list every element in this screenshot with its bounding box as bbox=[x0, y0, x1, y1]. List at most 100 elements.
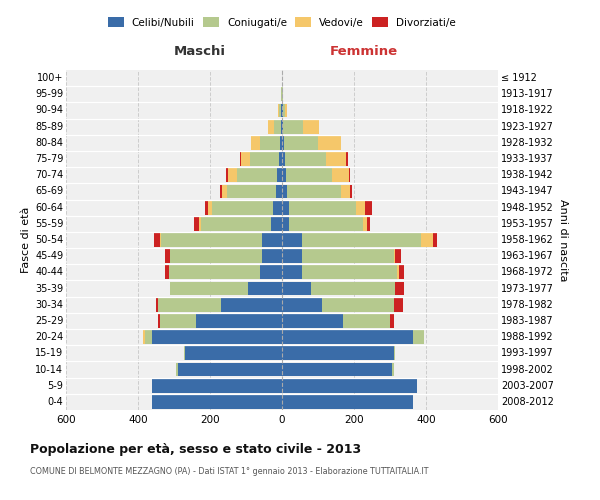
Bar bbox=[346, 152, 348, 166]
Bar bbox=[273, 200, 282, 214]
Bar bbox=[365, 200, 372, 214]
Bar bbox=[221, 298, 282, 312]
Bar bbox=[154, 233, 160, 247]
Bar bbox=[341, 184, 350, 198]
Bar bbox=[282, 88, 283, 101]
Bar bbox=[289, 200, 356, 214]
Text: Maschi: Maschi bbox=[174, 45, 226, 58]
Bar bbox=[285, 152, 326, 166]
Bar bbox=[260, 136, 280, 149]
Text: Femmine: Femmine bbox=[330, 45, 398, 58]
Bar bbox=[283, 120, 303, 134]
Bar bbox=[397, 266, 399, 280]
Bar bbox=[227, 184, 275, 198]
Bar bbox=[282, 120, 283, 134]
Bar bbox=[284, 104, 287, 118]
Bar bbox=[170, 282, 248, 296]
Bar bbox=[143, 330, 145, 344]
Bar bbox=[185, 346, 282, 360]
Bar bbox=[262, 250, 282, 263]
Bar bbox=[282, 298, 322, 312]
Bar bbox=[274, 120, 281, 134]
Bar bbox=[226, 168, 228, 182]
Bar bbox=[286, 168, 332, 182]
Bar bbox=[278, 104, 280, 118]
Y-axis label: Anni di nascita: Anni di nascita bbox=[558, 198, 568, 281]
Bar bbox=[282, 200, 289, 214]
Bar bbox=[196, 314, 282, 328]
Bar bbox=[399, 266, 404, 280]
Bar bbox=[160, 314, 196, 328]
Bar bbox=[212, 200, 273, 214]
Bar bbox=[194, 217, 199, 230]
Bar bbox=[145, 330, 152, 344]
Bar bbox=[356, 200, 365, 214]
Bar bbox=[282, 250, 302, 263]
Bar bbox=[228, 168, 237, 182]
Bar bbox=[282, 104, 283, 118]
Bar bbox=[251, 136, 260, 149]
Bar bbox=[303, 120, 319, 134]
Bar bbox=[318, 136, 341, 149]
Bar bbox=[282, 136, 284, 149]
Bar bbox=[237, 168, 277, 182]
Bar bbox=[205, 200, 208, 214]
Bar bbox=[239, 152, 241, 166]
Bar bbox=[302, 266, 397, 280]
Bar bbox=[271, 217, 282, 230]
Bar bbox=[363, 217, 367, 230]
Bar bbox=[250, 152, 279, 166]
Bar bbox=[268, 120, 274, 134]
Bar bbox=[349, 168, 350, 182]
Text: Popolazione per età, sesso e stato civile - 2013: Popolazione per età, sesso e stato civil… bbox=[30, 442, 361, 456]
Bar bbox=[275, 184, 282, 198]
Bar bbox=[282, 184, 287, 198]
Bar bbox=[311, 282, 395, 296]
Bar bbox=[394, 298, 403, 312]
Bar bbox=[161, 233, 262, 247]
Bar bbox=[394, 250, 395, 263]
Bar bbox=[170, 250, 262, 263]
Bar bbox=[152, 330, 282, 344]
Bar bbox=[282, 217, 289, 230]
Bar bbox=[282, 395, 413, 409]
Bar bbox=[289, 217, 363, 230]
Bar bbox=[343, 314, 390, 328]
Bar bbox=[152, 395, 282, 409]
Bar bbox=[282, 266, 302, 280]
Bar bbox=[394, 346, 395, 360]
Bar bbox=[184, 346, 185, 360]
Bar bbox=[262, 233, 282, 247]
Bar bbox=[395, 250, 401, 263]
Bar bbox=[282, 346, 394, 360]
Bar bbox=[287, 184, 341, 198]
Bar bbox=[158, 298, 221, 312]
Bar bbox=[220, 184, 221, 198]
Bar bbox=[241, 152, 250, 166]
Bar bbox=[176, 362, 178, 376]
Bar bbox=[281, 120, 282, 134]
Bar bbox=[282, 314, 343, 328]
Bar bbox=[208, 200, 212, 214]
Bar bbox=[248, 282, 282, 296]
Bar bbox=[156, 298, 158, 312]
Bar bbox=[392, 362, 394, 376]
Bar bbox=[282, 282, 311, 296]
Bar bbox=[280, 104, 281, 118]
Bar bbox=[282, 379, 417, 392]
Bar bbox=[260, 266, 282, 280]
Bar bbox=[413, 330, 424, 344]
Bar bbox=[158, 314, 160, 328]
Bar bbox=[395, 282, 404, 296]
Y-axis label: Fasce di età: Fasce di età bbox=[20, 207, 31, 273]
Bar bbox=[282, 168, 286, 182]
Bar bbox=[165, 266, 169, 280]
Bar bbox=[332, 168, 349, 182]
Bar bbox=[280, 136, 282, 149]
Bar bbox=[281, 104, 282, 118]
Bar bbox=[282, 330, 413, 344]
Bar bbox=[302, 233, 421, 247]
Bar bbox=[277, 168, 282, 182]
Text: COMUNE DI BELMONTE MEZZAGNO (PA) - Dati ISTAT 1° gennaio 2013 - Elaborazione TUT: COMUNE DI BELMONTE MEZZAGNO (PA) - Dati … bbox=[30, 468, 428, 476]
Bar bbox=[302, 250, 394, 263]
